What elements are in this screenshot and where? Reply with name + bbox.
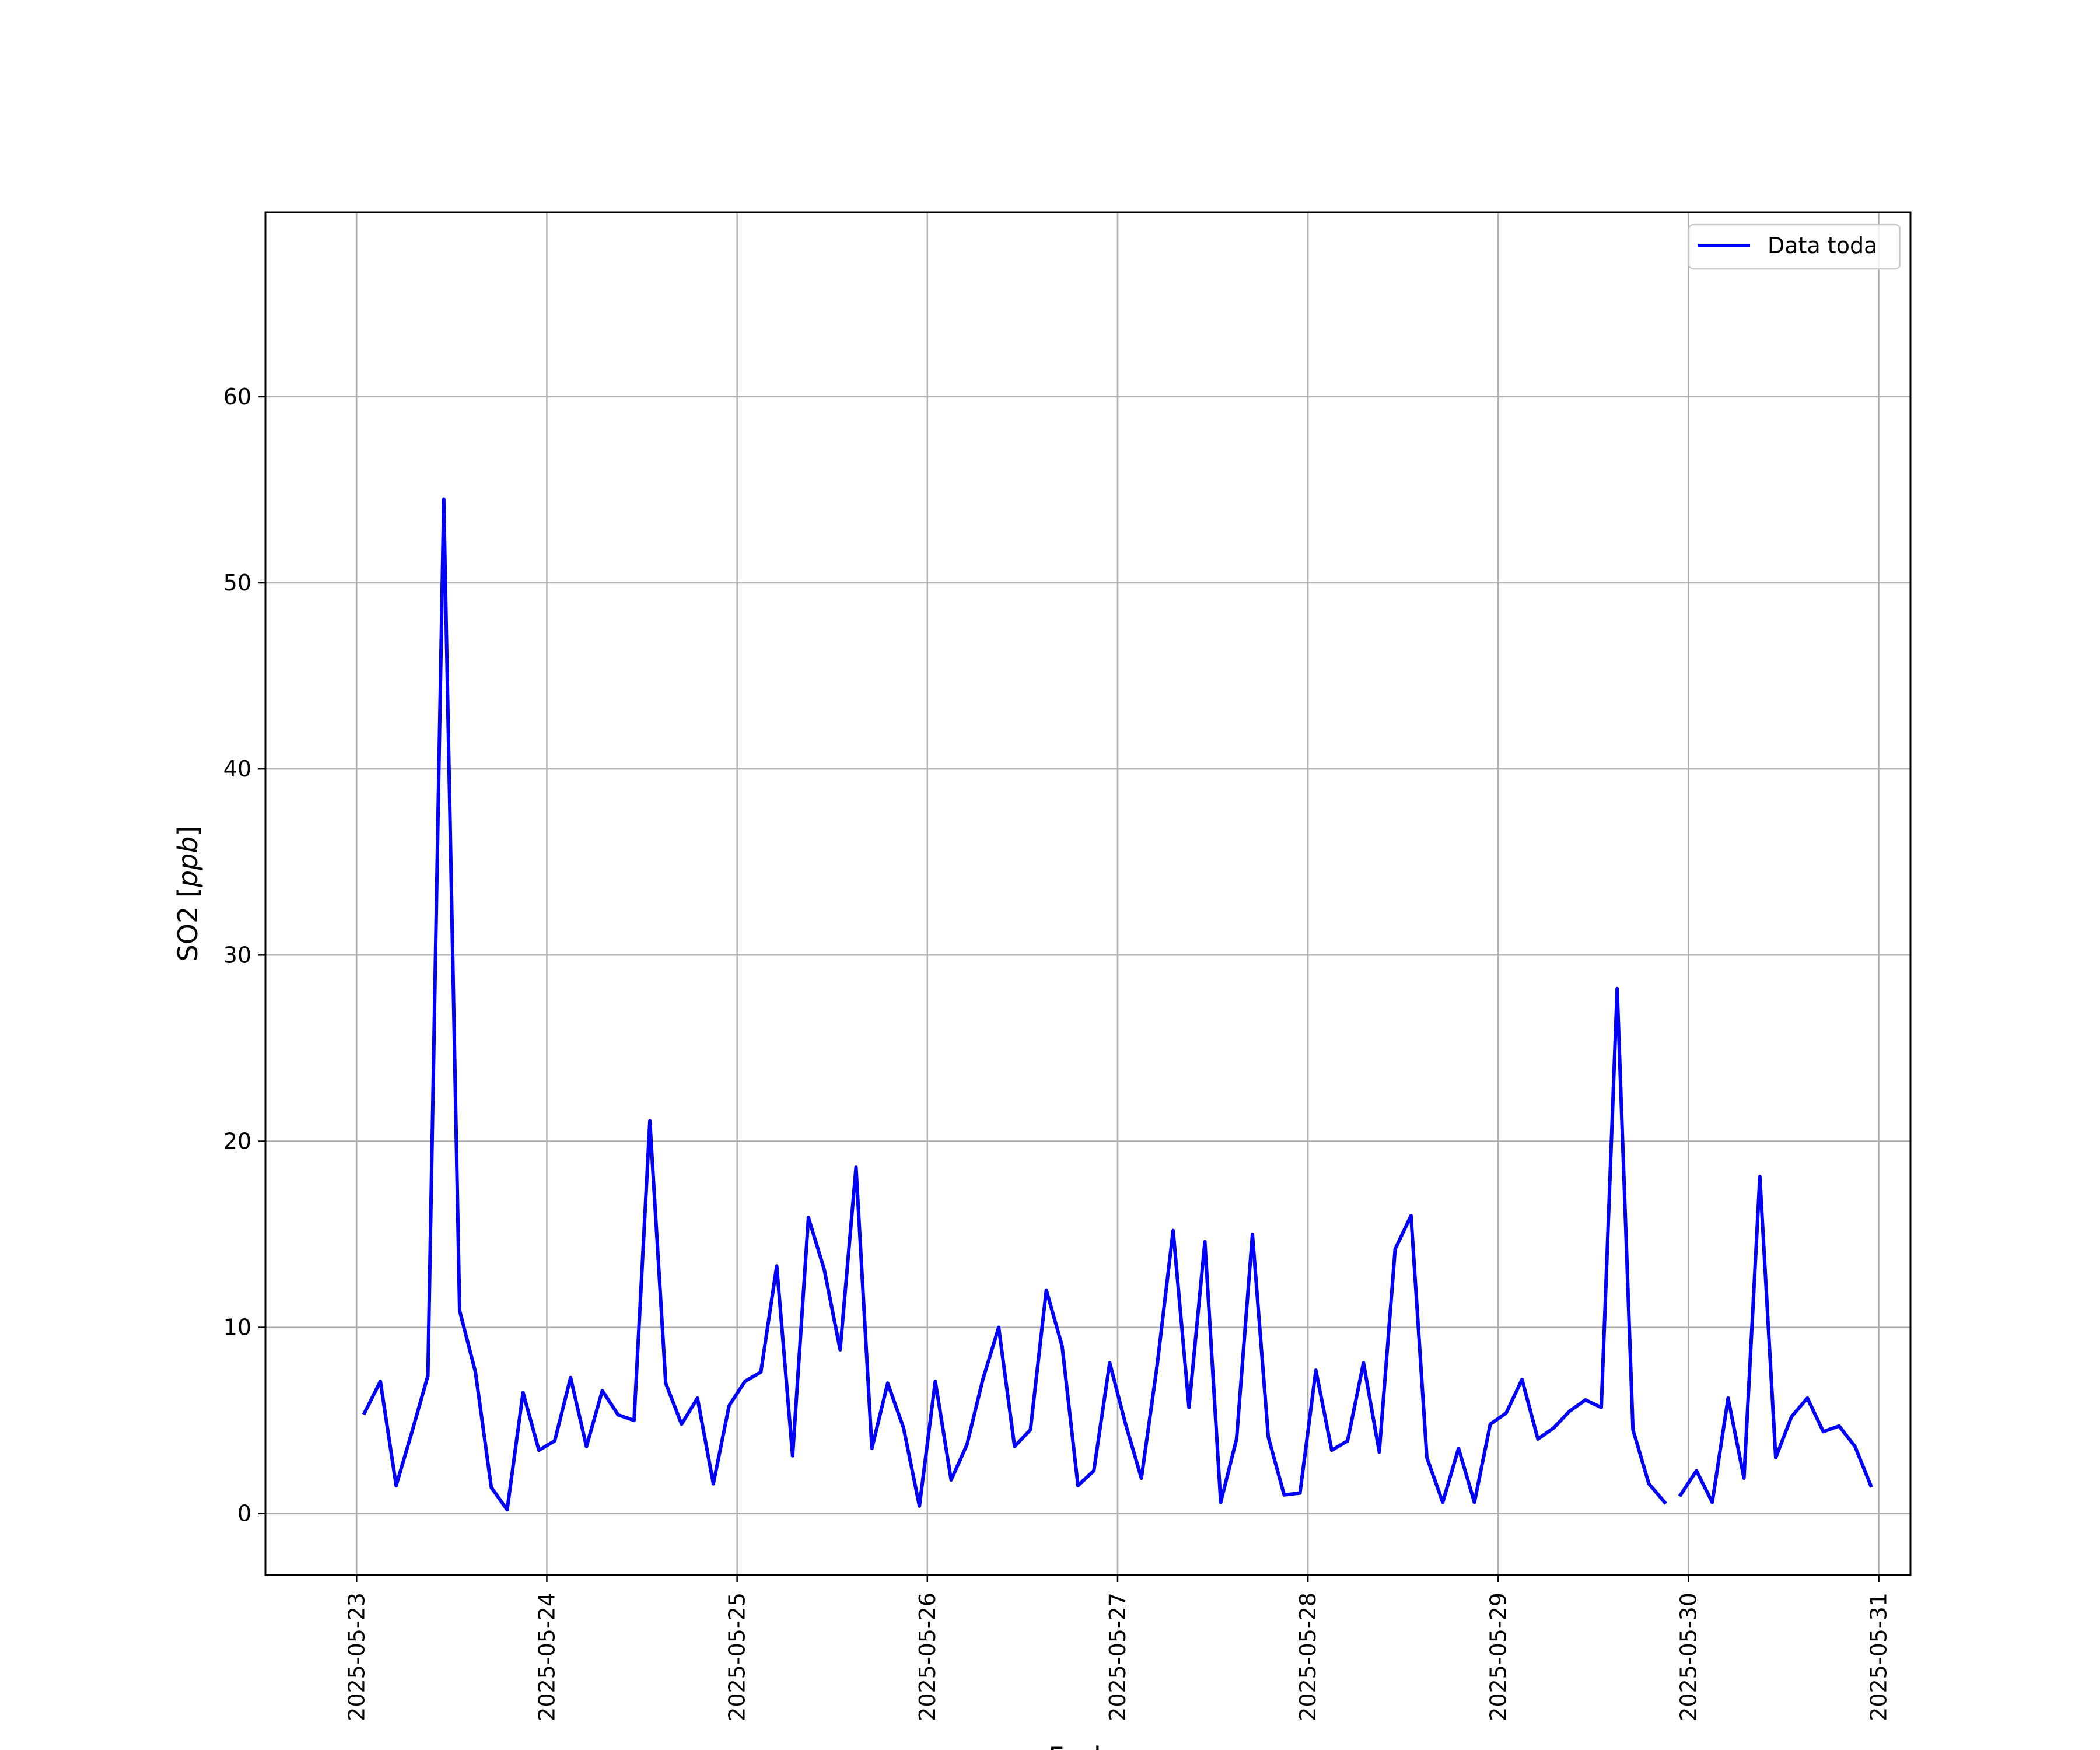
y-tick-label: 10	[223, 1315, 251, 1340]
legend: Data toda	[1688, 223, 1901, 270]
legend-box	[1688, 223, 1901, 270]
y-axis-label-suffix: ]	[172, 826, 204, 836]
x-tick-label: 2025-05-24	[534, 1592, 559, 1721]
y-axis-label-unit: ppb	[172, 836, 204, 888]
series-layer	[362, 497, 1873, 1512]
x-tick-label: 2025-05-23	[344, 1592, 369, 1721]
x-tick-label: 2025-05-31	[1866, 1592, 1892, 1721]
legend-label-data-toda: Data toda	[1768, 233, 1877, 258]
y-tick-label: 30	[223, 942, 251, 968]
x-tick-label: 2025-05-30	[1675, 1592, 1701, 1721]
y-axis-label-prefix: SO2 [	[172, 887, 204, 961]
x-tick-label: 2025-05-26	[915, 1592, 940, 1721]
x-tick-label: 2025-05-27	[1105, 1592, 1130, 1721]
x-tick-label: 2025-05-29	[1485, 1592, 1511, 1721]
grid-lines	[265, 212, 1910, 1575]
series-line-data-toda	[1678, 1175, 1873, 1504]
plot-area-frame	[264, 211, 1912, 1576]
x-tick-label: 2025-05-28	[1295, 1592, 1321, 1721]
y-tick-label: 0	[237, 1501, 251, 1527]
y-axis-label: SO2 [ppb]	[172, 826, 204, 962]
x-tick-label: 2025-05-25	[724, 1592, 750, 1721]
y-tick-label: 40	[223, 756, 251, 782]
axis-ticks: 2025-05-23 2025-05-24 2025-05-25 2025-05-26…	[223, 384, 1892, 1721]
y-tick-label: 20	[223, 1128, 251, 1154]
y-tick-label: 50	[223, 570, 251, 596]
y-tick-label: 60	[223, 384, 251, 410]
series-line-data-toda	[362, 497, 1667, 1512]
x-axis-label: Fecha	[1049, 1741, 1128, 1750]
